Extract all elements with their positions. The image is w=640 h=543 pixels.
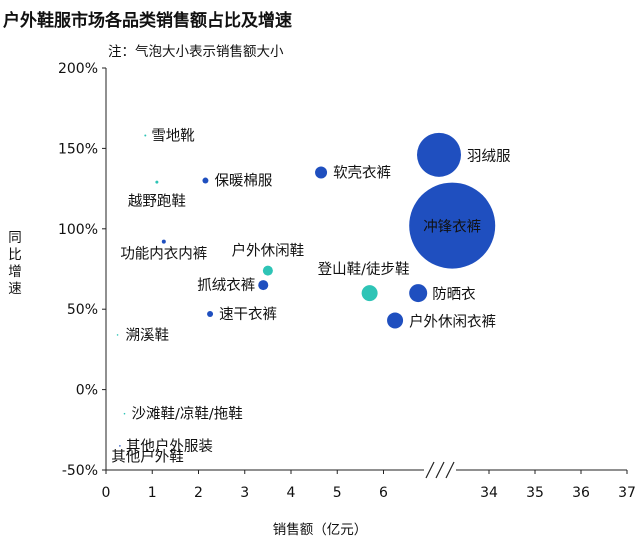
y-tick-label: 100% xyxy=(58,222,98,238)
bubble xyxy=(361,285,378,302)
bubble xyxy=(409,284,428,303)
bubble-label: 登山鞋/徒步鞋 xyxy=(318,261,410,278)
x-tick-label: 35 xyxy=(526,485,544,501)
bubble xyxy=(258,280,269,291)
bubble xyxy=(417,132,461,177)
y-tick-label: 0% xyxy=(76,383,98,399)
bubble xyxy=(262,265,273,276)
chart-title: 户外鞋服市场各品类销售额占比及增速 xyxy=(3,11,292,31)
x-tick-label: 3 xyxy=(240,485,249,501)
x-tick-label: 2 xyxy=(194,485,203,501)
bubble xyxy=(387,312,404,329)
x-tick-label: 4 xyxy=(287,485,296,501)
bubble-label: 功能内衣内裤 xyxy=(120,246,207,263)
bubble xyxy=(114,458,116,460)
x-tick-label: 1 xyxy=(148,485,157,501)
bubble-label: 越野跑鞋 xyxy=(128,193,186,210)
y-tick-label: -50% xyxy=(62,463,98,479)
bubble xyxy=(144,134,147,137)
bubble-label: 防晒衣 xyxy=(432,286,476,303)
x-tick-label: 34 xyxy=(480,485,498,501)
x-tick-label: 37 xyxy=(618,485,636,501)
bubble-label: 户外休闲衣裤 xyxy=(409,313,496,330)
bubble-label: 软壳衣裤 xyxy=(333,165,391,182)
bubble xyxy=(155,180,159,184)
y-tick-label: 150% xyxy=(58,141,98,157)
bubble xyxy=(207,311,214,318)
bubble-label: 沙滩鞋/凉鞋/拖鞋 xyxy=(132,406,243,423)
bubbles xyxy=(114,132,496,460)
x-tick-label: 36 xyxy=(572,485,590,501)
bubble-label: 抓绒衣裤 xyxy=(197,277,255,294)
y-tick-label: 200% xyxy=(58,61,98,77)
y-tick-label: 50% xyxy=(67,302,98,318)
bubble-label: 冲锋衣裤 xyxy=(423,219,481,236)
bubble xyxy=(161,239,166,244)
bubble xyxy=(123,412,126,415)
chart-note: 注：气泡大小表示销售额大小 xyxy=(108,44,284,60)
bubble-label: 其他户外鞋 xyxy=(111,449,184,466)
x-axis-break xyxy=(424,461,456,479)
bubble xyxy=(202,177,209,184)
bubble-label: 户外休闲鞋 xyxy=(232,243,305,260)
bubble-label: 雪地靴 xyxy=(151,128,195,145)
y-axis-label: 同比增速 xyxy=(8,230,22,297)
bubble-label: 溯溪鞋 xyxy=(126,327,170,344)
axes: 200%150%100%50%0%-50%0 1 2 3 4 5 6 34 35 36 37 xyxy=(58,61,636,501)
x-tick-label: 5 xyxy=(333,485,342,501)
x-axis-label: 销售额（亿元） xyxy=(272,522,368,538)
bubble xyxy=(119,445,121,447)
bubble-label: 羽绒服 xyxy=(467,148,511,165)
bubble xyxy=(409,182,496,269)
x-tick-label: 6 xyxy=(379,485,388,501)
bubble xyxy=(315,166,328,179)
bubble xyxy=(116,334,119,336)
bubble-label: 速干衣裤 xyxy=(219,306,277,323)
bubble-label: 保暖棉服 xyxy=(214,173,272,190)
x-tick-label: 0 xyxy=(102,485,111,501)
bubble-label: 其他户外服装 xyxy=(126,438,213,455)
